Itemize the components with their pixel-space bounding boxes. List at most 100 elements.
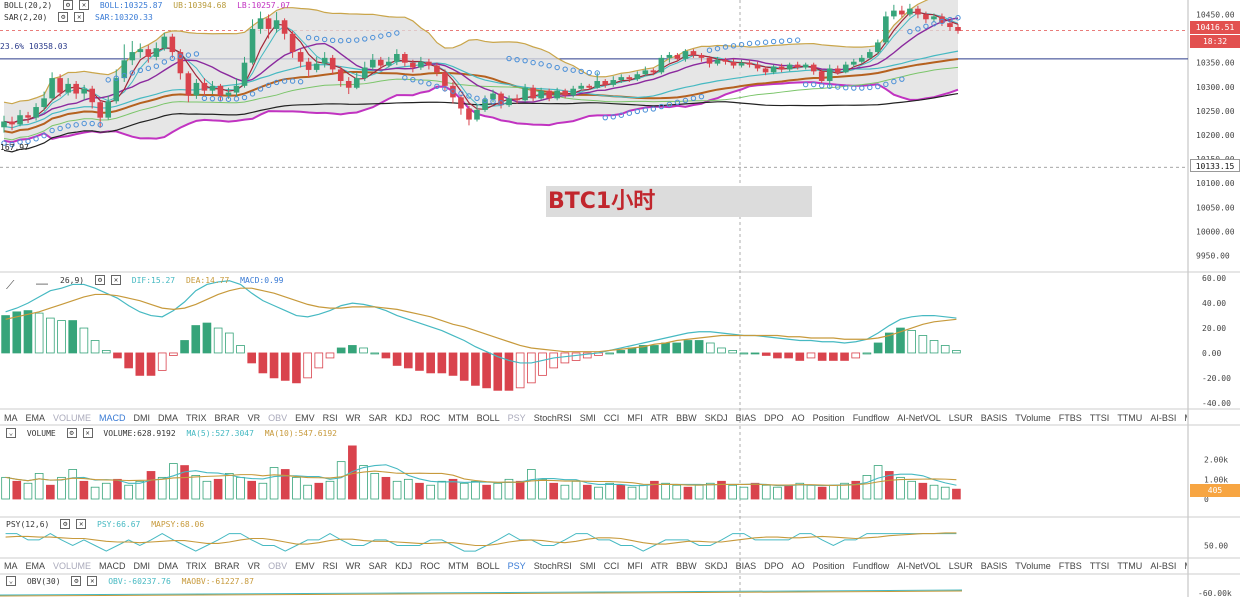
indicator-tab-wr[interactable]: WR	[345, 561, 361, 571]
indicator-tab-rsi[interactable]: RSI	[322, 561, 338, 571]
indicator-tab-atr[interactable]: ATR	[650, 561, 669, 571]
indicator-tab-ftbs[interactable]: FTBS	[1058, 413, 1082, 423]
indicator-tab-position[interactable]: Position	[812, 561, 845, 571]
indicator-tab-macd[interactable]: MACD	[99, 561, 126, 571]
indicator-tab-roc[interactable]: ROC	[420, 413, 441, 423]
indicator-tab-boll[interactable]: BOLL	[476, 561, 500, 571]
indicator-tab-vr[interactable]: VR	[247, 413, 261, 423]
indicator-tab-ai-bsi[interactable]: AI-BSI	[1150, 413, 1177, 423]
indicator-tab-ai-netvol[interactable]: AI-NetVOL	[897, 561, 941, 571]
indicator-tab-lsur[interactable]: LSUR	[948, 561, 973, 571]
indicator-tab-lsur[interactable]: LSUR	[948, 413, 973, 423]
indicator-tab-cci[interactable]: CCI	[603, 561, 620, 571]
indicator-tab-skdj[interactable]: SKDJ	[704, 561, 728, 571]
settings-icon[interactable]: ⚙	[58, 12, 69, 22]
indicator-tab-ao[interactable]: AO	[791, 561, 805, 571]
settings-icon[interactable]: ⚙	[94, 275, 105, 285]
close-icon[interactable]: ✕	[79, 0, 89, 10]
indicator-tab-bias[interactable]: BIAS	[735, 413, 757, 423]
indicator-tab-dmi[interactable]: DMI	[133, 561, 151, 571]
indicator-tab-ftbs[interactable]: FTBS	[1058, 561, 1082, 571]
indicator-tab-ttmu[interactable]: TTMU	[1117, 413, 1143, 423]
collapse-icon[interactable]: ⌄	[6, 428, 16, 438]
indicator-tab-ai-netvol[interactable]: AI-NetVOL	[897, 413, 941, 423]
indicator-tab-mtm[interactable]: MTM	[448, 561, 469, 571]
indicator-tab-atr[interactable]: ATR	[650, 413, 669, 423]
close-icon[interactable]: ✕	[87, 576, 98, 586]
indicator-tab-ttmu[interactable]: TTMU	[1117, 561, 1143, 571]
indicator-tab-vr[interactable]: VR	[247, 561, 261, 571]
indicator-tab-ttsi[interactable]: TTSI	[1089, 413, 1110, 423]
indicator-tab-mtm[interactable]: MTM	[448, 413, 469, 423]
macd-histogram-bar	[403, 352, 413, 369]
settings-icon[interactable]: ⚙	[66, 428, 77, 438]
indicator-tab-emv[interactable]: EMV	[295, 413, 315, 423]
indicator-tab-bbw[interactable]: BBW	[676, 561, 697, 571]
indicator-tab-sar[interactable]: SAR	[368, 561, 388, 571]
indicator-tab-kdj[interactable]: KDJ	[395, 413, 413, 423]
indicator-tab-basis[interactable]: BASIS	[980, 561, 1008, 571]
close-icon[interactable]: ✕	[76, 519, 87, 529]
close-icon[interactable]: ✕	[82, 428, 93, 438]
indicator-tab-kdj[interactable]: KDJ	[395, 561, 413, 571]
indicator-tab-fundflow[interactable]: Fundflow	[852, 413, 890, 423]
indicator-tab-ttsi[interactable]: TTSI	[1089, 561, 1110, 571]
indicator-tab-mfi[interactable]: MFI	[627, 561, 643, 571]
indicator-tab-emv[interactable]: EMV	[295, 561, 315, 571]
indicator-tab-ema[interactable]: EMA	[25, 413, 46, 423]
indicator-tab-macd[interactable]: MACD	[99, 413, 126, 423]
indicator-tab-dma[interactable]: DMA	[158, 413, 179, 423]
settings-icon[interactable]: ⚙	[60, 519, 71, 529]
indicator-tab-ma[interactable]: MA	[4, 413, 18, 423]
draw-tool-icon[interactable]: ⟋	[6, 278, 15, 292]
line-tool-icon[interactable]: —	[36, 276, 48, 290]
indicator-tab-brar[interactable]: BRAR	[214, 413, 240, 423]
indicator-tab-stochrsi[interactable]: StochRSI	[533, 561, 572, 571]
close-icon[interactable]: ✕	[110, 275, 121, 285]
close-icon[interactable]: ✕	[74, 12, 85, 22]
indicator-tab-smi[interactable]: SMI	[579, 413, 596, 423]
indicator-tab-obv[interactable]: OBV	[268, 561, 288, 571]
indicator-tab-volume[interactable]: VOLUME	[53, 413, 92, 423]
indicator-tab-volume[interactable]: VOLUME	[53, 561, 92, 571]
maobv-value: MAOBV:-61227.87	[181, 576, 254, 586]
indicator-tab-psy[interactable]: PSY	[507, 413, 526, 423]
indicator-tab-mlr[interactable]: MLR	[1184, 413, 1187, 423]
indicator-tab-mlr[interactable]: MLR	[1184, 561, 1187, 571]
settings-icon[interactable]: ⚙	[63, 0, 73, 10]
indicator-tab-wr[interactable]: WR	[345, 413, 361, 423]
indicator-tab-rsi[interactable]: RSI	[322, 413, 338, 423]
indicator-tab-dpo[interactable]: DPO	[764, 561, 784, 571]
indicator-tab-psy[interactable]: PSY	[507, 561, 526, 571]
indicator-tab-trix[interactable]: TRIX	[186, 413, 207, 423]
indicator-tab-bbw[interactable]: BBW	[676, 413, 697, 423]
indicator-tab-ma[interactable]: MA	[4, 561, 18, 571]
indicator-tab-position[interactable]: Position	[812, 413, 845, 423]
indicator-tab-brar[interactable]: BRAR	[214, 561, 240, 571]
indicator-tab-obv[interactable]: OBV	[268, 413, 288, 423]
settings-icon[interactable]: ⚙	[71, 576, 82, 586]
collapse-icon[interactable]: ⌄	[6, 576, 16, 586]
indicator-tab-dma[interactable]: DMA	[158, 561, 179, 571]
indicator-tab-mfi[interactable]: MFI	[627, 413, 643, 423]
indicator-tab-fundflow[interactable]: Fundflow	[852, 561, 890, 571]
indicator-tab-roc[interactable]: ROC	[420, 561, 441, 571]
indicator-tab-stochrsi[interactable]: StochRSI	[533, 413, 572, 423]
indicator-tab-ai-bsi[interactable]: AI-BSI	[1150, 561, 1177, 571]
indicator-tab-skdj[interactable]: SKDJ	[704, 413, 728, 423]
indicator-tab-boll[interactable]: BOLL	[476, 413, 500, 423]
indicator-tab-bias[interactable]: BIAS	[735, 561, 757, 571]
indicator-tab-ao[interactable]: AO	[791, 413, 805, 423]
indicator-tab-basis[interactable]: BASIS	[980, 413, 1008, 423]
candle-body	[121, 60, 128, 79]
indicator-tab-sar[interactable]: SAR	[368, 413, 388, 423]
indicator-tab-smi[interactable]: SMI	[579, 561, 596, 571]
indicator-tab-tvolume[interactable]: TVolume	[1015, 561, 1051, 571]
indicator-tab-dpo[interactable]: DPO	[764, 413, 784, 423]
indicator-tab-dmi[interactable]: DMI	[133, 413, 151, 423]
indicator-tab-tvolume[interactable]: TVolume	[1015, 413, 1051, 423]
indicator-tab-cci[interactable]: CCI	[603, 413, 620, 423]
indicator-tab-trix[interactable]: TRIX	[186, 561, 207, 571]
indicator-tab-ema[interactable]: EMA	[25, 561, 46, 571]
